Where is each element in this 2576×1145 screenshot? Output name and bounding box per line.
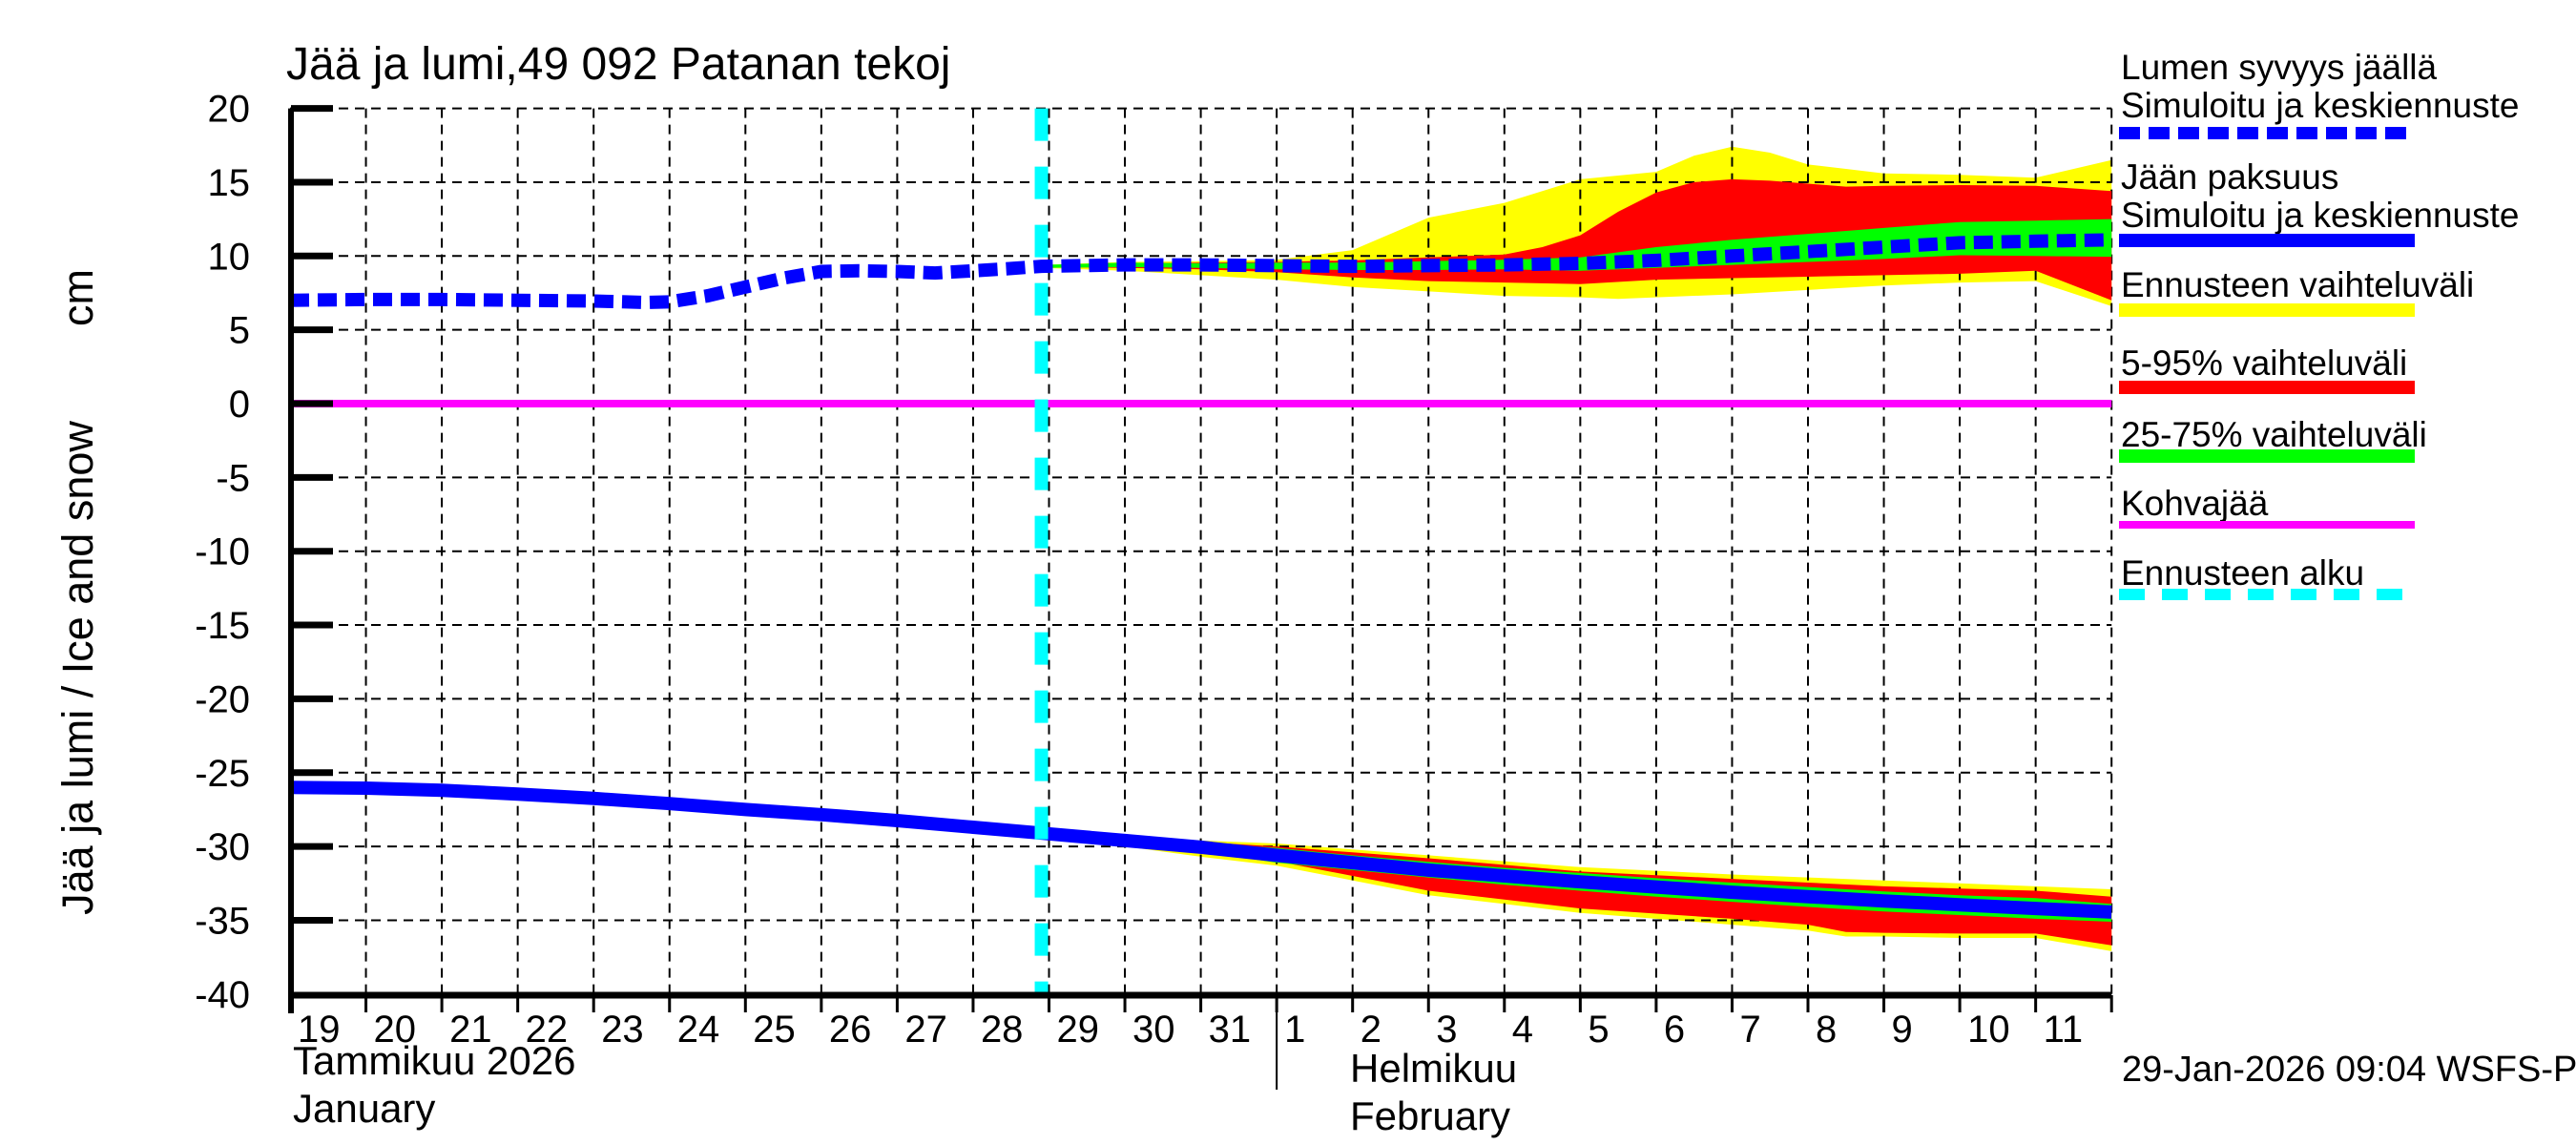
ice-thickness-line bbox=[289, 781, 2112, 919]
series-layer bbox=[289, 233, 2112, 919]
legend-sample-5-95-range bbox=[2119, 381, 2415, 394]
y-tick-label: -35 bbox=[195, 900, 250, 942]
legend-sample-forecast-start bbox=[2119, 589, 2415, 600]
legend-label: Simuloitu ja keskiennuste bbox=[2121, 86, 2520, 125]
x-tick-label: 4 bbox=[1512, 1009, 1533, 1051]
legend-label: Lumen syvyys jäällä bbox=[2121, 48, 2438, 87]
x-tick-label: 26 bbox=[829, 1009, 872, 1051]
x-tick-label: 29 bbox=[1057, 1009, 1100, 1051]
x-tick-label: 11 bbox=[2044, 1009, 2084, 1051]
month-label-february-en: February bbox=[1350, 1093, 1511, 1138]
legend-label: 25-75% vaihteluväli bbox=[2121, 415, 2427, 454]
x-tick-label: 23 bbox=[601, 1009, 644, 1051]
month-label-february-fi: Helmikuu bbox=[1350, 1046, 1518, 1091]
y-tick-label: -40 bbox=[195, 974, 250, 1016]
legend-label: 5-95% vaihteluväli bbox=[2121, 344, 2408, 383]
y-tick-label: -20 bbox=[195, 678, 250, 720]
x-tick-label: 9 bbox=[1892, 1009, 1913, 1051]
y-tick-label: -10 bbox=[195, 531, 250, 573]
y-tick-label: 20 bbox=[208, 89, 251, 131]
x-tick-label: 30 bbox=[1132, 1009, 1175, 1051]
x-tick-label: 2 bbox=[1361, 1009, 1381, 1051]
x-tick-label: 10 bbox=[1967, 1009, 2010, 1051]
y-tick-label: -30 bbox=[195, 826, 250, 868]
y-axis-label: Jää ja lumi / Ice and snow bbox=[53, 421, 102, 915]
x-tick-label: 25 bbox=[753, 1009, 796, 1051]
y-tick-label: -5 bbox=[216, 457, 250, 499]
x-tick-label: 22 bbox=[526, 1009, 569, 1051]
x-tick-label: 8 bbox=[1816, 1009, 1837, 1051]
legend-sample-forecast-range bbox=[2119, 303, 2415, 317]
y-tick-label: -25 bbox=[195, 753, 250, 795]
x-tick-label: 6 bbox=[1664, 1009, 1685, 1051]
month-label-january-en: January bbox=[293, 1086, 436, 1131]
x-tick-label: 5 bbox=[1588, 1009, 1609, 1051]
x-tick-label: 24 bbox=[677, 1009, 720, 1051]
x-tick-label: 3 bbox=[1436, 1009, 1457, 1051]
x-tick-label: 27 bbox=[904, 1009, 947, 1051]
band-25-75-layer bbox=[1041, 219, 2112, 922]
y-tick-label: 10 bbox=[208, 236, 251, 278]
legend-label: Kohvajää bbox=[2121, 484, 2269, 523]
x-tick-label: 1 bbox=[1284, 1009, 1305, 1051]
month-label-january-fi: Tammikuu 2026 bbox=[293, 1038, 576, 1083]
legend-label: Ennusteen alku bbox=[2121, 553, 2365, 593]
legend-sample-ice-simulated bbox=[2119, 234, 2415, 247]
legend-label: Ennusteen vaihteluväli bbox=[2121, 265, 2475, 304]
x-tick-label: 31 bbox=[1209, 1009, 1252, 1051]
x-tick-label: 28 bbox=[981, 1009, 1024, 1051]
page-title: Jää ja lumi,49 092 Patanan tekoj bbox=[286, 39, 951, 90]
x-tick-label: 7 bbox=[1739, 1009, 1760, 1051]
y-tick-label: 15 bbox=[208, 162, 251, 204]
timestamp: 29-Jan-2026 09:04 WSFS-P bbox=[2122, 1050, 2576, 1090]
x-tick-label: 20 bbox=[374, 1009, 417, 1051]
legend-sample-kohvajaa bbox=[2119, 521, 2415, 529]
legend-sample-25-75-range bbox=[2119, 449, 2415, 463]
y-tick-label: -15 bbox=[195, 605, 250, 647]
legend-sample-snow-simulated bbox=[2119, 127, 2415, 139]
y-tick-label: 5 bbox=[229, 310, 250, 352]
y-axis-unit: cm bbox=[53, 269, 102, 326]
axes-layer bbox=[288, 105, 2113, 1090]
snow-depth-line bbox=[289, 233, 2112, 310]
x-tick-label: 21 bbox=[449, 1009, 491, 1051]
y-tick-label: 0 bbox=[229, 384, 250, 426]
legend-label: Simuloitu ja keskiennuste bbox=[2121, 196, 2520, 235]
x-tick-label: 19 bbox=[298, 1009, 341, 1051]
legend-label: Jään paksuus bbox=[2121, 157, 2339, 197]
legend: Lumen syvyys jäällä Simuloitu ja keskien… bbox=[2119, 0, 2576, 668]
